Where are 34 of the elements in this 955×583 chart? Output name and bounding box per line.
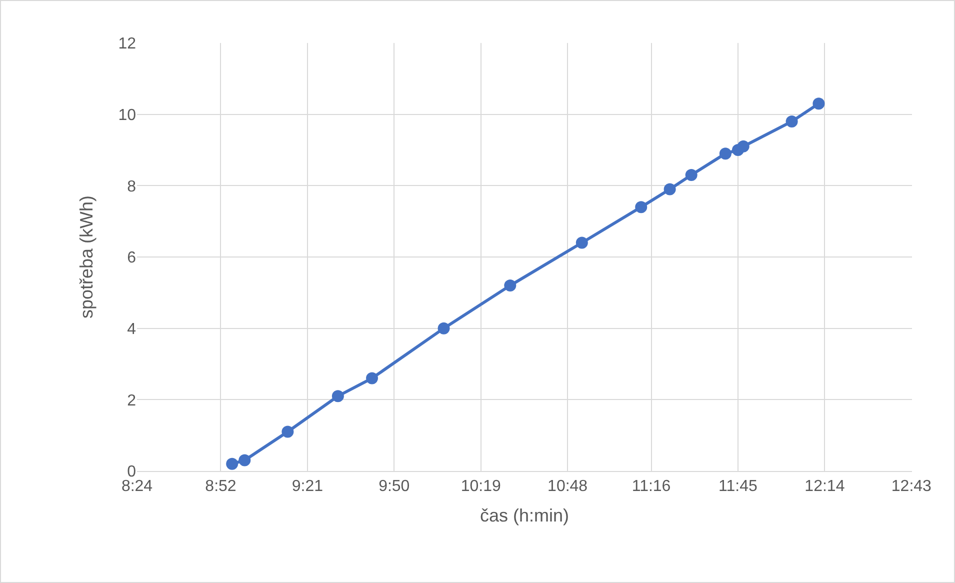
- point: [786, 115, 798, 128]
- y-axis-title: spotřeba (kWh): [76, 195, 96, 319]
- y-tick-label: 2: [127, 392, 136, 410]
- y-tick-label: 10: [118, 106, 136, 124]
- x-tick-label: 9:21: [292, 478, 324, 496]
- y-tick-label: 8: [127, 178, 136, 196]
- point: [635, 201, 648, 214]
- point: [282, 426, 294, 438]
- x-tick-label: 10:48: [548, 478, 588, 496]
- point: [504, 280, 516, 292]
- y-tick-label: 6: [127, 250, 136, 267]
- y-tick-label: 4: [127, 320, 136, 338]
- x-axis-title: čas (h:min): [480, 505, 570, 526]
- point: [238, 454, 251, 466]
- point: [719, 148, 732, 160]
- point: [332, 390, 344, 402]
- y-tick-label: 12: [118, 36, 136, 53]
- point: [226, 458, 238, 470]
- x-tick-label: 10:19: [460, 478, 501, 496]
- point: [685, 168, 698, 181]
- y-tick-label: 0: [127, 464, 136, 481]
- point: [366, 372, 378, 384]
- x-tick-label: 12:14: [804, 478, 845, 496]
- x-tick-label: 12:43: [891, 478, 932, 496]
- x-tick-label: 11:45: [718, 478, 758, 496]
- x-tick-label: 8:52: [205, 478, 236, 496]
- point: [737, 140, 750, 152]
- point: [438, 322, 450, 334]
- point: [576, 236, 588, 249]
- x-tick-label: 9:50: [378, 478, 410, 496]
- point: [664, 183, 676, 196]
- x-tick-label: 11:16: [632, 478, 671, 496]
- x-tick-label: 8:24: [121, 478, 153, 496]
- point: [812, 98, 825, 110]
